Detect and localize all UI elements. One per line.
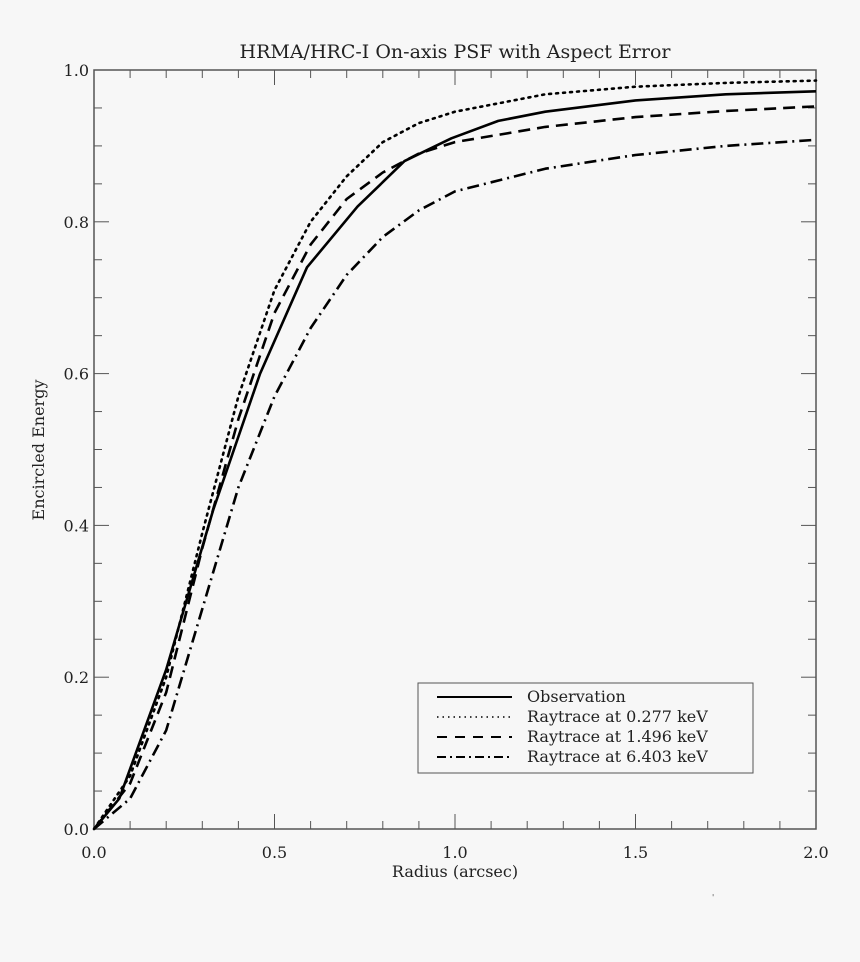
series-line-dashed <box>92 105 817 830</box>
x-tick-label: 1.5 <box>623 843 648 862</box>
y-tick-label: 0.0 <box>64 820 89 839</box>
x-tick-labels: 0.0 0.5 1.0 1.5 2.0 <box>81 843 828 862</box>
legend-label: Raytrace at 1.496 keV <box>527 727 708 746</box>
y-tick-label: 0.6 <box>64 365 89 384</box>
legend-label: Observation <box>527 687 626 706</box>
x-tick-label: 0.5 <box>262 843 287 862</box>
y-axis-label: Encircled Energy <box>29 380 48 521</box>
x-tick-label: 2.0 <box>803 843 828 862</box>
y-tick-label: 0.4 <box>64 516 89 535</box>
series-line-dashdot <box>93 138 817 830</box>
stray-mark: ' <box>712 893 714 902</box>
chart-title: HRMA/HRC-I On-axis PSF with Aspect Error <box>240 41 672 63</box>
y-tick-label: 0.2 <box>64 668 89 687</box>
x-tick-label: 0.0 <box>81 843 106 862</box>
y-tick-label: 1.0 <box>64 61 89 80</box>
x-tick-label: 1.0 <box>442 843 467 862</box>
y-tick-labels: 0.0 0.2 0.4 0.6 0.8 1.0 <box>64 61 89 839</box>
series-line-dotted <box>92 79 818 831</box>
data-series <box>92 79 818 831</box>
legend-label: Raytrace at 6.403 keV <box>527 747 708 766</box>
plot-frame <box>93 69 817 830</box>
y-tick-label: 0.8 <box>64 213 89 232</box>
x-axis-label: Radius (arcsec) <box>392 862 518 881</box>
legend-label: Raytrace at 0.277 keV <box>527 707 708 726</box>
